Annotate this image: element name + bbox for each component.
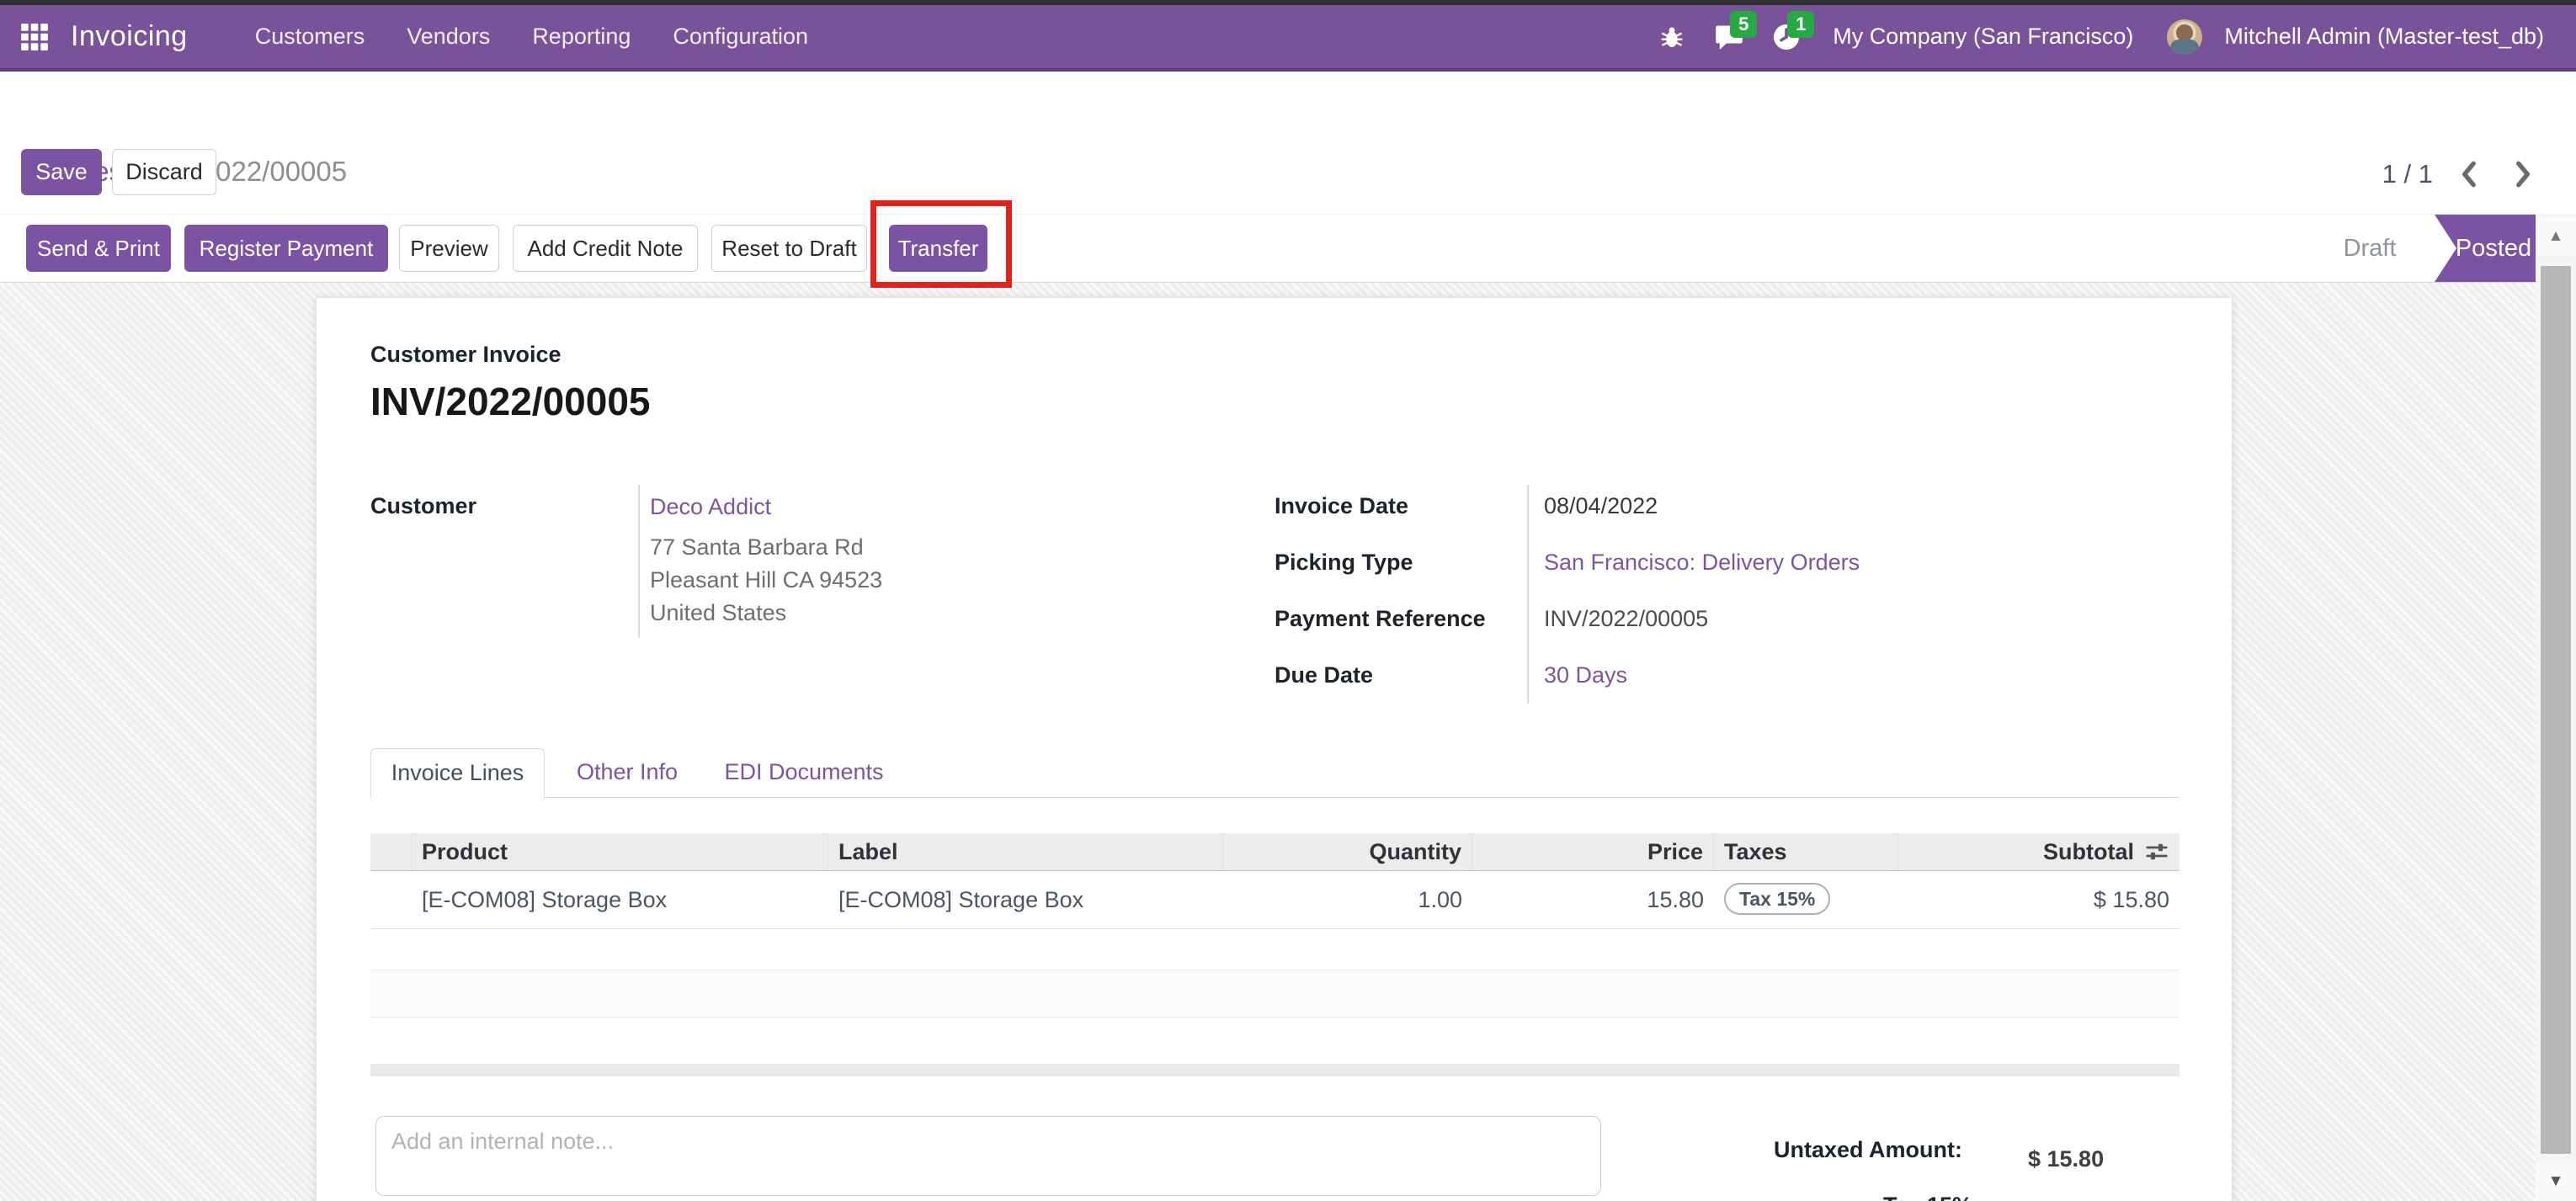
- invoice-line-row[interactable]: [E-COM08] Storage Box [E-COM08] Storage …: [370, 871, 2179, 929]
- notebook-tabs: Invoice Lines Other Info EDI Documents: [370, 748, 2179, 799]
- messages-badge: 5: [1730, 10, 1758, 38]
- subtotal-header-label: Subtotal: [2043, 839, 2134, 864]
- company-switcher[interactable]: My Company (San Francisco): [1833, 24, 2134, 49]
- address-line: 77 Santa Barbara Rd: [650, 534, 864, 560]
- subtotal-column-header[interactable]: Subtotal: [1898, 833, 2179, 870]
- due-date-value[interactable]: 30 Days: [1544, 662, 1628, 688]
- activities-button[interactable]: 1: [1762, 10, 1815, 61]
- invoice-date-label: Invoice Date: [1275, 493, 1409, 518]
- quantity-cell[interactable]: 1.00: [1418, 887, 1462, 912]
- product-column-header[interactable]: Product: [412, 833, 828, 870]
- app-brand[interactable]: Invoicing: [71, 20, 188, 52]
- taxes-column-header[interactable]: Taxes: [1714, 833, 1898, 870]
- document-type-label: Customer Invoice: [370, 342, 562, 367]
- main-navbar: Invoicing Customers Vendors Reporting Co…: [0, 5, 2576, 72]
- window-top-strip: [0, 0, 2576, 5]
- price-cell[interactable]: 15.80: [1647, 887, 1704, 912]
- label-cell[interactable]: [E-COM08] Storage Box: [838, 887, 1084, 912]
- menu-vendors[interactable]: Vendors: [407, 24, 491, 49]
- discard-button[interactable]: Discard: [112, 149, 216, 195]
- table-scrollbar-track[interactable]: [370, 1064, 2179, 1076]
- scrollbar-down-button[interactable]: ▼: [2536, 1162, 2576, 1201]
- debug-menu-button[interactable]: [1647, 13, 1696, 61]
- picking-type-value[interactable]: San Francisco: Delivery Orders: [1544, 550, 1860, 575]
- customer-address: 77 Santa Barbara Rd Pleasant Hill CA 945…: [650, 531, 882, 630]
- left-group-divider: [638, 485, 640, 638]
- row-handle-cell[interactable]: [370, 871, 412, 928]
- pager-next-button[interactable]: [2507, 156, 2537, 193]
- invoice-lines-table: Product Label Quantity Price Taxes Subto…: [370, 833, 2179, 929]
- record-pager: 1 / 1: [2382, 156, 2537, 193]
- send-and-print-button[interactable]: Send & Print: [26, 225, 171, 272]
- reset-to-draft-button[interactable]: Reset to Draft: [711, 225, 867, 272]
- scrollbar-up-button[interactable]: ▲: [2536, 217, 2576, 256]
- control-panel: Invoices / INV/2022/00005 Save Discard 1…: [0, 75, 2576, 214]
- tab-other-info[interactable]: Other Info: [576, 759, 679, 784]
- user-menu[interactable]: Mitchell Admin (Master-test_db): [2224, 24, 2544, 49]
- internal-note-input[interactable]: [375, 1116, 1601, 1196]
- tax-total-label: Tax 15%:: [1883, 1193, 1980, 1201]
- grid-icon: [21, 23, 48, 50]
- chevron-right-icon: [2516, 161, 2531, 188]
- apps-menu-icon[interactable]: [19, 20, 52, 54]
- form-view-background: Customer Invoice INV/2022/00005 Customer…: [0, 283, 2576, 1201]
- customer-link[interactable]: Deco Addict: [650, 494, 772, 519]
- invoice-sheet: Customer Invoice INV/2022/00005 Customer…: [316, 297, 2233, 1201]
- payment-reference-value[interactable]: INV/2022/00005: [1544, 606, 1709, 631]
- navbar-right: 5 1 My Company (San Francisco) Mitchell …: [1647, 10, 2557, 61]
- invoice-number-title: INV/2022/00005: [370, 380, 651, 423]
- address-line: Pleasant Hill CA 94523: [650, 567, 883, 593]
- empty-table-row[interactable]: [370, 970, 2179, 1018]
- preview-button[interactable]: Preview: [399, 225, 499, 272]
- status-draft[interactable]: Draft: [2343, 235, 2397, 262]
- product-cell[interactable]: [E-COM08] Storage Box: [422, 887, 668, 912]
- menu-customers[interactable]: Customers: [254, 24, 365, 49]
- status-posted-label: Posted: [2455, 234, 2532, 262]
- transfer-button[interactable]: Transfer: [889, 225, 987, 272]
- payment-reference-label: Payment Reference: [1275, 606, 1486, 631]
- column-options-icon[interactable]: [2144, 839, 2169, 864]
- bug-icon: [1661, 27, 1683, 47]
- save-button[interactable]: Save: [21, 149, 102, 195]
- vertical-scrollbar[interactable]: ▲ ▼: [2536, 214, 2576, 1201]
- right-group-divider: [1527, 485, 1529, 704]
- add-credit-note-button[interactable]: Add Credit Note: [513, 225, 698, 272]
- messages-button[interactable]: 5: [1705, 10, 1758, 61]
- activities-badge: 1: [1787, 10, 1815, 38]
- quantity-column-header[interactable]: Quantity: [1223, 833, 1472, 870]
- status-posted[interactable]: Posted: [2435, 215, 2536, 282]
- subtotal-cell: $ 15.80: [2093, 887, 2169, 912]
- main-menu: Customers Vendors Reporting Configuratio…: [240, 12, 823, 61]
- pager-previous-button[interactable]: [2455, 156, 2485, 193]
- untaxed-amount-label: Untaxed Amount:: [1774, 1137, 1962, 1162]
- untaxed-amount-value: $ 15.80: [2028, 1146, 2105, 1172]
- invoice-date-value[interactable]: 08/04/2022: [1544, 493, 1658, 518]
- customer-field-label: Customer: [370, 493, 477, 518]
- handle-column-header: [370, 833, 412, 870]
- picking-type-label: Picking Type: [1275, 550, 1413, 575]
- due-date-label: Due Date: [1275, 662, 1374, 688]
- menu-reporting[interactable]: Reporting: [532, 24, 631, 49]
- menu-configuration[interactable]: Configuration: [673, 24, 808, 49]
- label-column-header[interactable]: Label: [828, 833, 1223, 870]
- table-header-row: Product Label Quantity Price Taxes Subto…: [370, 833, 2179, 871]
- price-column-header[interactable]: Price: [1472, 833, 1714, 870]
- register-payment-button[interactable]: Register Payment: [184, 225, 388, 272]
- tax-badge[interactable]: Tax 15%: [1724, 882, 1831, 915]
- chevron-left-icon: [2462, 161, 2476, 188]
- scrollbar-thumb[interactable]: [2541, 266, 2571, 1154]
- tab-invoice-lines[interactable]: Invoice Lines: [370, 748, 545, 799]
- taxes-cell[interactable]: Tax 15%: [1714, 871, 1898, 928]
- address-line: United States: [650, 600, 787, 625]
- tab-edi-documents[interactable]: EDI Documents: [724, 759, 884, 784]
- user-avatar[interactable]: [2167, 19, 2203, 55]
- statusbar: Send & Print Register Payment Preview Ad…: [0, 214, 2576, 283]
- pager-count: 1 / 1: [2382, 159, 2433, 189]
